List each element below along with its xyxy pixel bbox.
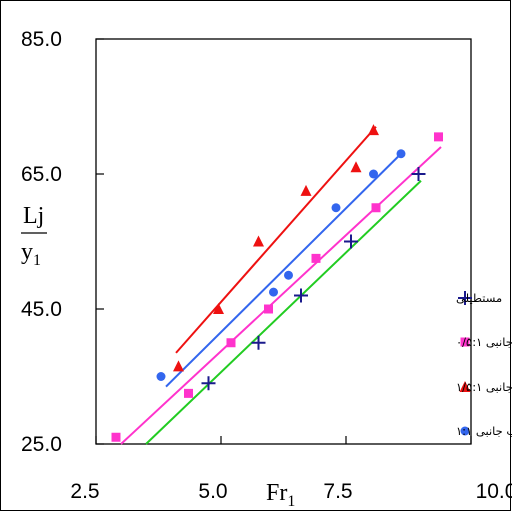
legend-marker-2 xyxy=(459,381,471,392)
y-tick-label-3: 85.0 xyxy=(21,28,62,51)
point-series-1-1 xyxy=(184,388,193,398)
fit-line-3 xyxy=(165,153,402,388)
fit-line-0 xyxy=(145,180,422,445)
legend-label-1: ذوزنقه‌ای با شیب جانبی ۰/۵:۱ xyxy=(456,335,512,350)
axis-ticks: 25.0 45.0 65.0 85.0 2.5 5.0 7.5 10.0 xyxy=(21,28,512,503)
point-series-1-3 xyxy=(264,304,273,314)
x-tick-label-0: 2.5 xyxy=(70,480,99,503)
point-series-0-0 xyxy=(201,376,216,391)
point-series-0-4 xyxy=(411,167,426,181)
legend-marker-0 xyxy=(458,291,472,305)
point-series-1-5 xyxy=(371,203,381,213)
legend: مستطیلی ذوزنقه‌ای با شیب جانبی ۰/۵:۱ ذوزنق… xyxy=(456,291,512,439)
point-series-1-4 xyxy=(311,253,321,263)
legend-marker-3 xyxy=(460,426,470,436)
x-tick-label-1: 5.0 xyxy=(198,480,227,503)
legend-label-0: مستطیلی xyxy=(456,291,502,305)
point-series-3-2 xyxy=(284,270,293,280)
point-series-0-3 xyxy=(344,234,358,249)
point-series-1-0 xyxy=(111,432,121,442)
fit-lines xyxy=(120,126,442,445)
point-series-3-1 xyxy=(269,287,278,297)
legend-label-3: ذوزنقه‌ای با شیب جانبی ۱:۱ xyxy=(456,424,512,439)
point-series-2-1 xyxy=(213,303,224,314)
y-axis-label-bottom: y1 xyxy=(21,239,41,269)
y-tick-label-0: 25.0 xyxy=(21,433,62,456)
y-tick-label-2: 65.0 xyxy=(21,163,62,186)
point-series-3-0 xyxy=(156,372,166,381)
fit-line-2 xyxy=(175,126,377,354)
x-axis-label: Fr1 xyxy=(266,480,295,510)
point-series-0-2 xyxy=(294,288,308,303)
legend-marker-1 xyxy=(460,337,470,347)
y-axis-label-top: Lj xyxy=(23,203,44,229)
data-points xyxy=(111,124,443,442)
point-series-2-2 xyxy=(253,235,264,247)
point-series-2-5 xyxy=(368,124,379,136)
point-series-1-6 xyxy=(434,132,443,142)
point-series-1-2 xyxy=(226,338,236,348)
point-series-3-3 xyxy=(331,203,341,213)
fit-line-1 xyxy=(120,146,442,445)
plot-area-border xyxy=(95,38,472,445)
point-series-2-3 xyxy=(300,184,312,196)
x-tick-label-2: 7.5 xyxy=(323,480,352,503)
x-tick-label-3: 10.0 xyxy=(476,480,512,503)
y-tick-label-1: 45.0 xyxy=(21,298,62,321)
point-series-2-0 xyxy=(173,360,184,372)
point-series-2-4 xyxy=(350,161,362,173)
legend-label-2: ذوزنقه‌ای با شیب جانبی ۱/۵:۱ xyxy=(456,380,512,395)
point-series-3-5 xyxy=(396,149,406,159)
point-series-0-1 xyxy=(251,335,266,350)
point-series-3-4 xyxy=(369,169,378,179)
